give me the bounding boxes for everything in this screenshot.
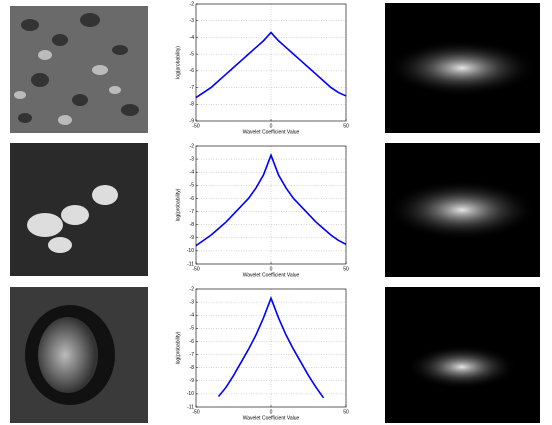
y-tick-label: -5 — [190, 51, 195, 57]
joint-histogram-glow — [407, 345, 517, 389]
x-axis-label: Wavelet Coefficient Value — [243, 272, 300, 278]
y-axis-label: log(probability) — [175, 331, 181, 364]
x-axis-label: Wavelet Coefficient Value — [243, 415, 300, 421]
y-tick-label: -5 — [190, 183, 195, 189]
owl-body — [38, 317, 98, 393]
y-tick-label: -8 — [190, 365, 195, 371]
y-tick-label: -8 — [190, 222, 195, 228]
x-tick-label: -50 — [192, 409, 199, 415]
x-tick-label: -50 — [192, 123, 199, 129]
beans-highlights — [14, 50, 121, 125]
y-tick-label: -9 — [190, 235, 195, 241]
y-tick-label: -4 — [190, 35, 195, 41]
x-tick-label: 0 — [270, 409, 273, 415]
y-tick-label: -9 — [190, 118, 195, 124]
x-axis-label: Wavelet Coefficient Value — [243, 129, 300, 135]
y-tick-label: -11 — [187, 261, 194, 267]
y-tick-label: -7 — [190, 209, 195, 215]
y-tick-label: -10 — [187, 248, 194, 254]
y-tick-label: -6 — [190, 339, 195, 345]
y-tick-label: -8 — [190, 102, 195, 108]
y-tick-label: -11 — [187, 404, 194, 410]
y-tick-label: -4 — [190, 313, 195, 319]
flower-petals — [27, 185, 118, 253]
y-tick-label: -2 — [190, 286, 195, 292]
y-tick-label: -7 — [190, 85, 195, 91]
data-line — [217, 295, 325, 399]
y-tick-label: -6 — [190, 68, 195, 74]
y-tick-label: -7 — [190, 352, 195, 358]
y-tick-label: -9 — [190, 378, 195, 384]
y-tick-label: -3 — [190, 156, 195, 162]
plot-frame — [195, 3, 347, 122]
x-tick-label: 50 — [343, 266, 349, 272]
y-tick-label: -4 — [190, 170, 195, 176]
data-line — [195, 31, 347, 99]
y-tick-label: -3 — [190, 18, 195, 24]
y-tick-label: -2 — [190, 143, 195, 149]
data-line — [195, 152, 347, 247]
beans-texture — [18, 13, 139, 123]
x-tick-label: -50 — [192, 266, 199, 272]
joint-histogram-glow — [387, 40, 537, 96]
x-tick-label: 50 — [343, 123, 349, 129]
x-tick-label: 0 — [270, 266, 273, 272]
x-tick-label: 50 — [343, 409, 349, 415]
y-axis-label: log(probability) — [175, 188, 181, 221]
y-tick-label: -5 — [190, 326, 195, 332]
y-axis-label: log(probability) — [175, 46, 181, 79]
plot-frame — [195, 288, 347, 408]
y-tick-label: -10 — [187, 391, 194, 397]
y-tick-label: -6 — [190, 196, 195, 202]
y-tick-label: -3 — [190, 299, 195, 305]
plot-frame — [195, 145, 347, 265]
y-tick-label: -2 — [190, 1, 195, 7]
joint-histogram-glow — [387, 180, 537, 240]
x-tick-label: 0 — [270, 123, 273, 129]
